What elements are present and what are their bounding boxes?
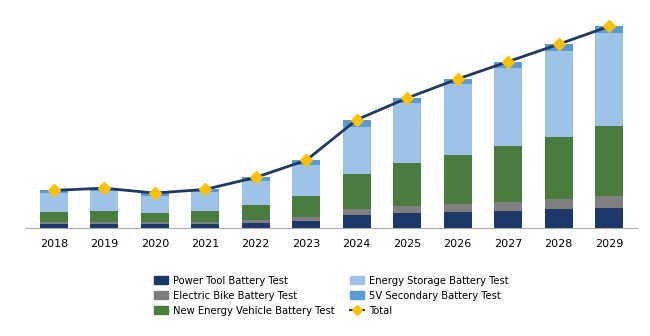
Bar <box>595 26 623 33</box>
Bar <box>40 222 68 224</box>
Bar <box>595 208 623 228</box>
Bar <box>40 191 68 193</box>
Bar <box>444 155 472 204</box>
Bar <box>141 222 168 224</box>
Bar <box>444 79 472 84</box>
Bar <box>595 33 623 126</box>
Bar <box>292 221 320 228</box>
Bar <box>90 221 118 224</box>
Bar <box>242 219 270 222</box>
Legend: Power Tool Battery Test, Electric Bike Battery Test, New Energy Vehicle Battery : Power Tool Battery Test, Electric Bike B… <box>151 273 512 319</box>
Bar <box>343 215 370 228</box>
Bar <box>545 209 573 228</box>
Bar <box>242 181 270 205</box>
Bar <box>545 137 573 199</box>
Bar <box>545 44 573 51</box>
Bar <box>393 98 421 103</box>
Bar <box>444 212 472 228</box>
Bar <box>495 146 522 202</box>
Bar <box>40 212 68 222</box>
Bar <box>141 213 168 222</box>
Bar <box>495 68 522 146</box>
Bar <box>495 202 522 211</box>
Bar <box>191 224 219 228</box>
Bar <box>292 217 320 221</box>
Bar <box>545 199 573 209</box>
Bar <box>40 193 68 212</box>
Bar <box>495 61 522 68</box>
Bar <box>595 197 623 208</box>
Bar <box>141 196 168 213</box>
Bar <box>242 177 270 181</box>
Bar <box>595 126 623 197</box>
Bar <box>191 211 219 221</box>
Bar <box>90 211 118 221</box>
Bar <box>343 127 370 174</box>
Bar <box>90 188 118 191</box>
Bar <box>141 193 168 196</box>
Bar <box>242 205 270 219</box>
Bar <box>90 191 118 211</box>
Bar <box>292 165 320 197</box>
Bar <box>444 204 472 212</box>
Bar <box>141 224 168 228</box>
Bar <box>393 206 421 213</box>
Bar <box>343 174 370 209</box>
Bar <box>242 222 270 228</box>
Bar <box>40 224 68 228</box>
Bar <box>191 221 219 224</box>
Bar <box>545 51 573 137</box>
Bar <box>393 103 421 163</box>
Bar <box>292 197 320 217</box>
Bar <box>393 213 421 228</box>
Bar <box>343 209 370 215</box>
Bar <box>90 224 118 228</box>
Bar <box>343 120 370 127</box>
Bar <box>292 160 320 165</box>
Bar <box>393 163 421 206</box>
Bar <box>495 211 522 228</box>
Bar <box>444 84 472 155</box>
Bar <box>191 190 219 192</box>
Bar <box>191 192 219 211</box>
